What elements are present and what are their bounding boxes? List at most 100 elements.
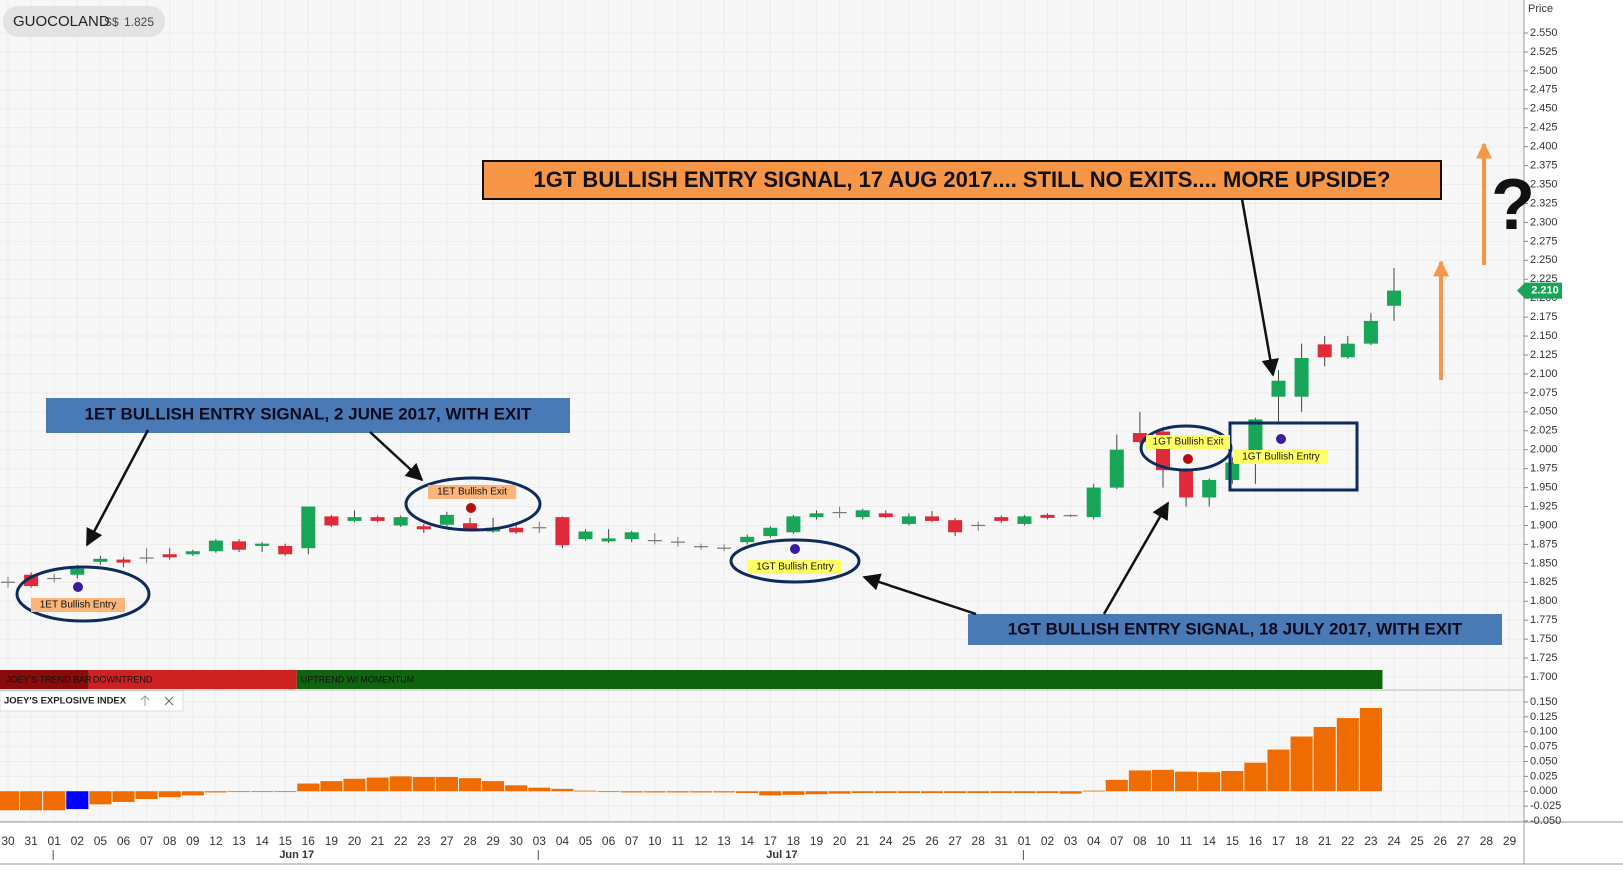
x-tick-label: 07 xyxy=(625,834,639,848)
x-tick-label: 22 xyxy=(1341,834,1355,848)
arrow xyxy=(1240,198,1279,377)
indicator-bar xyxy=(1267,749,1290,792)
annotation-box xyxy=(482,160,1442,200)
x-tick-label: 08 xyxy=(1133,834,1147,848)
y-tick-label: 1.950 xyxy=(1530,481,1558,493)
bear-icon xyxy=(466,503,476,513)
x-tick-label: 12 xyxy=(209,834,223,848)
candle-body xyxy=(70,568,85,575)
y-tick-label: 1.875 xyxy=(1530,538,1558,550)
candle-body xyxy=(1387,290,1401,306)
x-tick-label: 23 xyxy=(417,834,431,848)
indicator-header xyxy=(0,690,184,712)
x-tick-label: 02 xyxy=(1041,834,1055,848)
indicator-bar xyxy=(689,791,713,793)
candle-body xyxy=(763,527,778,537)
indicator-bar xyxy=(458,778,482,792)
annotation-box xyxy=(968,614,1502,645)
indicator-bar xyxy=(135,791,158,799)
candle-body xyxy=(232,541,246,550)
currency: S$ xyxy=(104,15,119,29)
x-tick-label: 15 xyxy=(1226,834,1240,848)
candle-body xyxy=(1202,480,1217,498)
candle-body xyxy=(948,520,963,533)
indicator-bar xyxy=(1105,779,1128,792)
signal-label: 1GT Bullish Entry xyxy=(756,562,834,573)
indicator-bar xyxy=(1082,790,1105,792)
candle-body xyxy=(1317,344,1332,358)
indicator-bar xyxy=(1128,770,1151,792)
y-tick-label: 2.150 xyxy=(1530,330,1558,342)
candle-body xyxy=(1271,380,1286,397)
x-tick-label: 25 xyxy=(1410,834,1424,848)
y-tick-label: 2.325 xyxy=(1530,197,1558,209)
candle-body xyxy=(93,558,108,562)
candle-body xyxy=(1179,470,1194,498)
x-tick-label: 11 xyxy=(672,834,685,848)
trend-segment xyxy=(296,670,1383,689)
x-tick-label: 28 xyxy=(972,834,986,848)
y-tick-label: 2.425 xyxy=(1530,122,1558,134)
bull-icon xyxy=(1276,434,1286,444)
y-tick-label: 2.400 xyxy=(1530,141,1558,153)
indicator-bar xyxy=(528,787,551,792)
candle-body xyxy=(809,513,824,518)
x-tick-label: 04 xyxy=(556,834,570,848)
indicator-bar xyxy=(944,791,967,794)
indicator-bar xyxy=(505,785,528,792)
x-tick-label: 24 xyxy=(879,834,893,848)
x-tick-label: 07 xyxy=(140,834,154,848)
indicator-bar xyxy=(1244,762,1267,792)
x-tick-label: 20 xyxy=(348,834,362,848)
y-tick-label: 1.700 xyxy=(1530,671,1558,683)
candle-body xyxy=(185,551,200,555)
x-tick-label: 30 xyxy=(1,834,15,848)
y-tick-label: 1.925 xyxy=(1530,500,1558,512)
candle-body xyxy=(393,517,408,526)
move-icon[interactable] xyxy=(140,695,150,706)
x-tick-label: 20 xyxy=(833,834,847,848)
x-tick-label: 12 xyxy=(694,834,708,848)
candle-body xyxy=(878,513,893,518)
x-tick-label: 16 xyxy=(1249,834,1263,848)
x-tick-label: 19 xyxy=(325,834,339,848)
x-tick-label: 16 xyxy=(302,834,316,848)
indicator-bar xyxy=(897,791,920,794)
bull-icon xyxy=(790,544,800,554)
x-tick-label: 27 xyxy=(948,834,962,848)
x-tick-label: 14 xyxy=(255,834,269,848)
close-icon[interactable] xyxy=(164,696,174,706)
y-tick-label: 2.275 xyxy=(1530,235,1558,247)
candle-body xyxy=(278,545,293,555)
annotation-box xyxy=(46,398,570,433)
signal-label: 1GT Bullish Exit xyxy=(1153,437,1224,448)
indicator-bar xyxy=(782,791,805,795)
y-tick-label: 1.750 xyxy=(1530,633,1558,645)
indicator-bar xyxy=(759,791,782,796)
y-tick-label: 2.125 xyxy=(1530,349,1558,361)
y-tick-label: 0.125 xyxy=(1530,711,1558,723)
signal-label: 1ET Bullish Exit xyxy=(437,487,507,498)
indicator-bar xyxy=(343,778,366,792)
y-tick-label: 1.975 xyxy=(1530,463,1558,475)
candle-body xyxy=(1363,320,1378,344)
y-tick-label: 0.000 xyxy=(1530,785,1558,797)
y-tick-label: 2.450 xyxy=(1530,103,1558,115)
y-tick-label: 2.475 xyxy=(1530,84,1558,96)
indicator-bar xyxy=(920,791,944,794)
indicator-bar xyxy=(851,791,874,794)
candle-body xyxy=(439,514,454,525)
x-tick-label: 05 xyxy=(579,834,593,848)
signal-label-bg xyxy=(428,485,516,499)
y-tick-label: 1.850 xyxy=(1530,557,1558,569)
candle-body xyxy=(901,516,916,524)
indicator-bar xyxy=(1313,726,1336,792)
indicator-bar xyxy=(274,791,297,793)
y-tick-label: 0.150 xyxy=(1530,696,1558,708)
x-tick-label: 04 xyxy=(1087,834,1101,848)
x-tick-label: 10 xyxy=(648,834,662,848)
candle-body xyxy=(416,526,431,530)
candle-body xyxy=(347,517,362,521)
month-label: Jun 17 xyxy=(279,849,314,861)
